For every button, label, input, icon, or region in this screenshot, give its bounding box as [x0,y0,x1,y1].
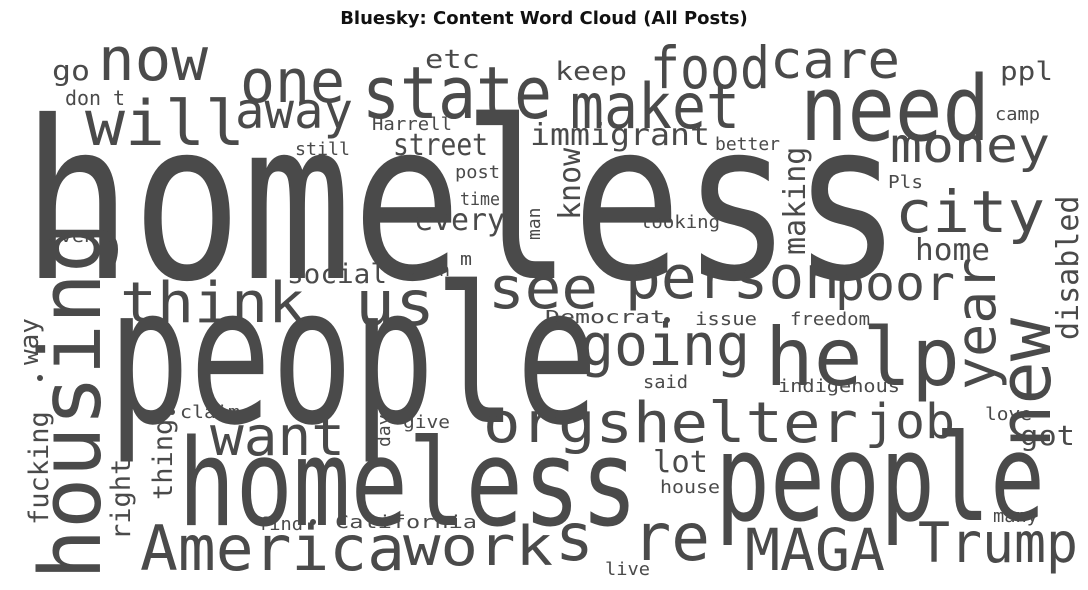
word-city: city [895,178,1045,246]
word-post: post [455,162,500,183]
word-every: every [415,203,505,238]
word-making: making [778,147,813,255]
word-care: care [770,31,900,91]
word-day: day [374,414,395,447]
word-indigenous: indigenous [778,376,900,397]
word-s-re: s re [555,499,710,576]
word-money: money [890,118,1050,174]
word-got: got [1020,419,1075,452]
word-will: will [85,87,245,160]
dot-mark [664,317,670,323]
word-love: love [985,404,1032,425]
word-work: work [403,515,553,578]
word-lot: lot [653,445,708,480]
word-thing: thing [148,419,179,500]
word-give: give [403,412,450,433]
word-homeless: homeless [22,74,902,330]
word-issue: issue [695,309,757,330]
word-don-t: don t [65,86,125,110]
word-democrat: Democrat [545,307,665,328]
word-want: want [210,405,345,468]
word-live: live [605,559,650,580]
word-need: need [800,57,990,162]
word-maket: maket [570,70,740,143]
word-claim: claim [180,402,240,423]
word-camp: camp [995,104,1040,125]
word-home: home [915,233,990,268]
word-ppl: ppl [1000,57,1053,87]
word-people: people [108,246,598,467]
word-housing: housing [22,222,121,580]
word-social: social [287,259,387,290]
word-immigrant: immigrant [530,118,710,153]
word-said: said [643,372,688,393]
word-looking: looking [640,212,720,233]
word-pls: Pls [888,172,923,193]
word-harrell: Harrell [372,114,452,135]
word-freedom: freedom [790,309,870,330]
word-california: California [335,512,477,533]
word-keep: keep [555,57,627,87]
word-even: even [48,226,96,247]
dot-mark [169,409,175,415]
word-m: m [460,249,472,270]
word-find: find [258,514,303,535]
word-homeless: homeless [178,415,638,554]
word-food: food [650,34,770,102]
word-one: one [240,47,345,117]
word-going: going [580,311,750,379]
word-way: way [15,318,45,365]
word-see: see [488,254,598,322]
word-help: help [765,311,960,404]
word-better: better [715,134,780,155]
word-orgshelter: orgshelter [483,391,858,456]
dot-mark [447,283,453,289]
word-street: street [393,128,488,163]
word-fucking: fucking [24,411,55,525]
dot-mark [310,519,316,525]
word-man: man [524,207,545,240]
word-maga: MAGA [745,516,885,584]
word-know: know [553,147,588,220]
word-state: state [362,51,552,135]
dot-mark [37,375,43,381]
word-go: go [52,54,90,87]
word-still: still [295,139,350,160]
word-etc: etc [425,45,480,75]
word-many: many [993,506,1038,527]
word-person: person [625,243,840,313]
word-poor: poor [835,256,955,312]
word-trump: Trump [918,511,1078,575]
word-right: right [106,459,137,540]
word-think: think [120,271,305,336]
word-new: new [983,317,1067,448]
word-away: away [235,82,353,140]
word-year: year [944,258,1008,390]
word-month: month [395,260,450,281]
word-now: now [98,25,209,95]
page-title: Bluesky: Content Word Cloud (All Posts) [340,8,748,29]
word-disabled: disabled [1051,196,1086,341]
word-house: house [660,477,720,498]
word-us: us [355,267,435,340]
word-people: people [715,410,1045,549]
word-time: time [460,189,500,210]
word-job: job [865,394,955,450]
word-america: America [140,512,405,585]
